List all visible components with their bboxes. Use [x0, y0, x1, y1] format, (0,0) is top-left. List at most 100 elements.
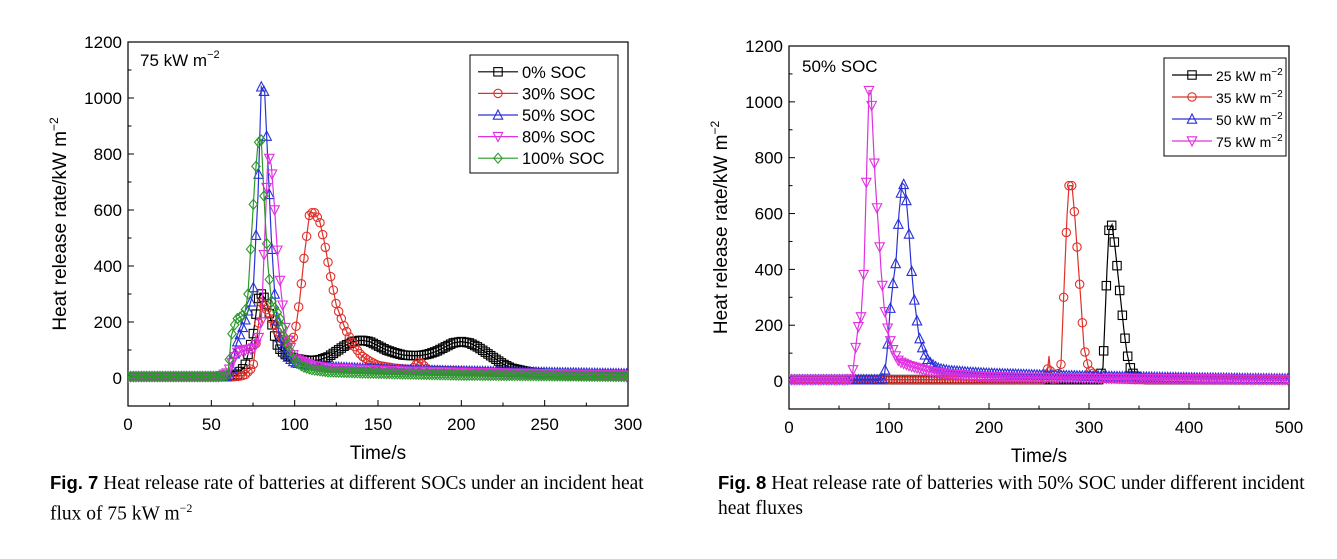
series-marker [325, 350, 336, 360]
series-marker [277, 300, 289, 312]
series-line [128, 138, 628, 378]
series-marker [301, 362, 312, 374]
series-marker [887, 277, 899, 289]
legend-box [1163, 57, 1287, 157]
x-tick-label: 200 [447, 415, 475, 434]
series-marker [274, 275, 286, 287]
x-tick-label: 300 [1075, 418, 1103, 437]
series-1 [128, 208, 628, 382]
series-marker [301, 231, 312, 242]
series-marker [296, 278, 307, 289]
x-tick-label: 100 [875, 418, 903, 437]
x-tick-label: 50 [202, 415, 221, 434]
x-tick-label: 0 [784, 418, 793, 437]
series-marker [240, 303, 251, 316]
y-tick-label: 800 [755, 149, 783, 168]
series-marker [248, 359, 259, 369]
series-marker [1056, 359, 1066, 370]
caption-label: Fig. 7 [50, 472, 99, 493]
series-marker [892, 217, 904, 229]
series-marker [216, 370, 227, 383]
series-marker [221, 369, 232, 382]
series-marker [312, 212, 323, 223]
series-4 [128, 134, 628, 383]
x-ticks: 0 50 100 150 200 250 300 [123, 400, 642, 434]
series-marker [485, 350, 496, 361]
x-tick-label: 400 [1175, 418, 1203, 437]
y-tick-label: 200 [755, 316, 783, 335]
series-marker [277, 321, 288, 334]
series-marker [1058, 292, 1069, 303]
chart-annotation: 75 kW m−2 [140, 49, 220, 70]
series-marker [288, 352, 299, 364]
series-marker [1064, 180, 1074, 191]
series-marker [269, 205, 281, 217]
series-marker [245, 243, 256, 256]
figure-8: 0 100 200 300 400 500 0 200 400 600 800 1000 1200 Tim… [668, 0, 1337, 559]
series-marker [296, 359, 307, 372]
caption-text: Heat release rate of batteries at differ… [50, 473, 644, 525]
series-marker [483, 349, 493, 359]
series-marker [280, 331, 291, 344]
y-tick-label: 400 [94, 257, 122, 276]
series-marker [1114, 285, 1125, 296]
legend-label: 50 kW m−2 [1216, 111, 1283, 128]
series-marker [264, 273, 275, 286]
x-ticks: 0 100 200 300 400 500 [784, 403, 1303, 437]
series-marker [261, 129, 273, 141]
series-marker [299, 253, 309, 264]
series-marker [275, 312, 285, 325]
y-tick-label: 600 [755, 205, 783, 224]
series-marker [234, 346, 246, 358]
legend-box [469, 54, 619, 174]
series-marker [274, 331, 286, 343]
legend-label: 30% SOC [522, 85, 595, 103]
series-marker [263, 153, 275, 165]
legend-marker [1186, 136, 1198, 148]
series-marker [243, 367, 253, 377]
series-marker [1106, 220, 1117, 231]
series-marker [339, 321, 349, 331]
legend-label: 75 kW m−2 [1216, 133, 1283, 150]
x-axis-label: Time/s [1011, 446, 1067, 467]
series-marker [1122, 351, 1133, 362]
series-marker [237, 345, 249, 357]
series-marker [469, 340, 480, 351]
legend-label: 0% SOC [522, 64, 586, 82]
series-marker [299, 361, 309, 373]
chart-fig7: 0 50 100 150 200 250 300 0 200 400 600 800 1000 1200 T… [47, 33, 642, 464]
series-marker [293, 302, 304, 312]
figure-7: 0 50 100 150 200 250 300 0 200 400 600 800 1000 1200 T… [0, 0, 668, 559]
series-marker [253, 136, 264, 149]
series-line [789, 185, 1289, 381]
caption-fig7: Fig. 7 Heat release rate of batteries at… [50, 470, 650, 527]
series-marker [245, 295, 257, 307]
series-marker [213, 370, 224, 383]
series-marker [245, 344, 257, 356]
series-marker [472, 342, 483, 352]
series-marker [900, 194, 912, 206]
x-tick-label: 200 [975, 418, 1003, 437]
series-marker [240, 369, 251, 380]
series-marker [255, 317, 267, 329]
legend-label: 35 kW m−2 [1216, 89, 1283, 106]
series-1 [789, 180, 1289, 385]
caption-sup: −2 [179, 501, 193, 515]
series-marker [291, 356, 301, 368]
series-marker [328, 348, 339, 359]
series-marker [258, 250, 270, 262]
series-marker [1101, 280, 1112, 291]
series-2 [789, 178, 1289, 385]
series-marker [271, 314, 283, 326]
series-marker [852, 322, 864, 333]
series-marker [253, 332, 265, 344]
series-marker [906, 265, 918, 276]
series-marker [1066, 180, 1077, 191]
series-marker [879, 307, 891, 319]
series-marker [491, 354, 501, 365]
x-axis-label: Time/s [350, 443, 406, 464]
series-marker [488, 352, 499, 363]
series-marker [224, 353, 235, 366]
legend-marker [493, 152, 503, 165]
series-marker [1072, 242, 1082, 252]
